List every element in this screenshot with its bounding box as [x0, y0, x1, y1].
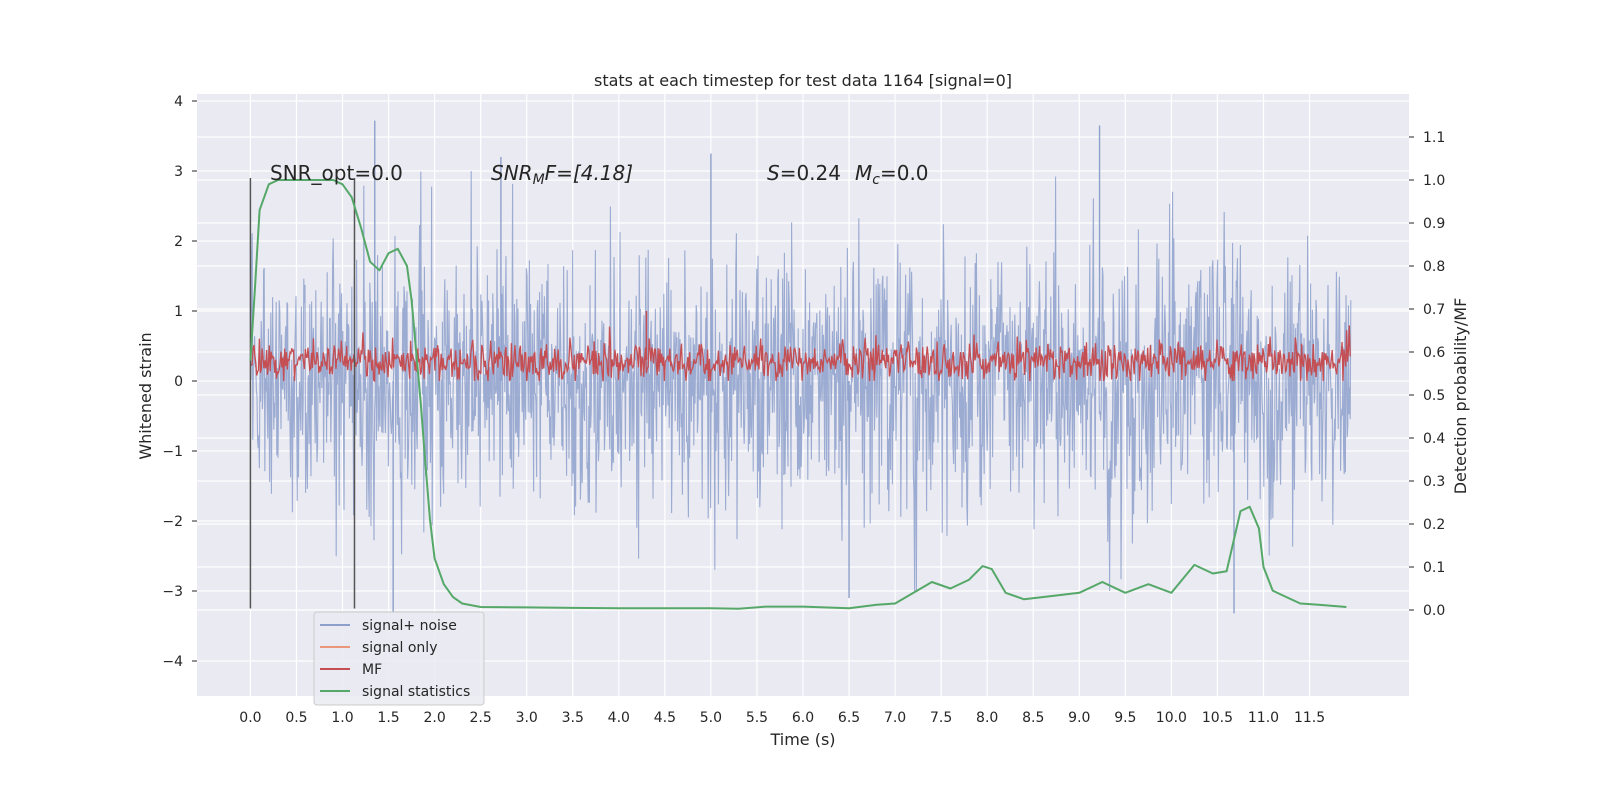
- s-symbol: S: [767, 161, 780, 185]
- x-tick-label: 1.0: [331, 710, 353, 726]
- y-right-tick-label: 0.8: [1423, 259, 1445, 275]
- x-tick-label: 8.0: [976, 710, 998, 726]
- signal-statistics-line: [249, 179, 1347, 610]
- x-tick-label: 6.0: [792, 710, 814, 726]
- x-tick-label: 5.0: [700, 710, 722, 726]
- y-left-tick-label: 4: [174, 94, 183, 110]
- y-left-tick-label: 3: [174, 164, 183, 180]
- y-right-tick-label: 0.3: [1423, 474, 1445, 490]
- y-right-tick-label: 0.5: [1423, 388, 1445, 404]
- y-axis-right-label: Detection probability/MF: [1451, 298, 1470, 495]
- annotation-snr-opt: SNR_opt=0.0: [270, 161, 403, 185]
- y-right-tick-label: 0.1: [1423, 560, 1445, 576]
- x-tick-label: 10.5: [1202, 710, 1233, 726]
- y-right-tick-label: 1.1: [1423, 130, 1445, 146]
- x-tick-label: 10.0: [1156, 710, 1187, 726]
- y-axis-left-ticks: −4 −3 −2 −1 0 1 2 3 4: [162, 94, 197, 670]
- x-tick-label: 3.0: [516, 710, 538, 726]
- mc-value: =0.0: [880, 161, 929, 185]
- legend-label-signal-only: signal only: [362, 640, 437, 656]
- x-tick-label: 9.5: [1114, 710, 1136, 726]
- y-right-tick-label: 0.6: [1423, 345, 1445, 361]
- x-tick-label: 11.0: [1248, 710, 1279, 726]
- x-tick-label: 0.0: [239, 710, 261, 726]
- x-tick-label: 2.0: [423, 710, 445, 726]
- x-tick-label: 9.0: [1068, 710, 1090, 726]
- mc-sub: c: [872, 172, 880, 188]
- y-axis-left-label: Whitened strain: [136, 332, 155, 459]
- x-tick-label: 2.5: [470, 710, 492, 726]
- x-axis-ticks: 0.0 0.5 1.0 1.5 2.0 2.5 3.0 3.5 4.0 4.5 5.0 5.5 6.0 6…: [239, 710, 1325, 726]
- y-right-tick-label: 0.9: [1423, 216, 1445, 232]
- y-left-tick-label: 1: [174, 304, 183, 320]
- y-right-tick-label: 0.7: [1423, 302, 1445, 318]
- annotation-s-mc: S=0.24 Mc=0.0: [767, 161, 929, 188]
- y-left-tick-label: 0: [174, 374, 183, 390]
- legend-label-signal-noise: signal+ noise: [362, 618, 457, 634]
- y-left-tick-label: 2: [174, 234, 183, 250]
- y-left-tick-label: −3: [162, 584, 183, 600]
- vertical-markers: [249, 178, 356, 609]
- legend-box: [313, 611, 485, 706]
- x-tick-label: 4.5: [654, 710, 676, 726]
- y-right-tick-label: 0.0: [1423, 603, 1445, 619]
- x-tick-label: 7.5: [930, 710, 952, 726]
- x-axis-label: Time (s): [769, 730, 835, 749]
- x-tick-label: 7.0: [884, 710, 906, 726]
- signal-statistics-trace: [249, 179, 1347, 610]
- y-left-tick-label: −4: [162, 654, 183, 670]
- x-tick-label: 11.5: [1294, 710, 1325, 726]
- snr-mf-rest: F=[4.18]: [545, 161, 633, 185]
- legend-label-mf: MF: [362, 662, 382, 678]
- s-value: =0.24: [780, 161, 841, 185]
- y-right-tick-label: 1.0: [1423, 173, 1445, 189]
- x-tick-label: 6.5: [838, 710, 860, 726]
- y-axis-right-ticks: 0.0 0.1 0.2 0.3 0.4 0.5 0.6 0.7 0.8 0.9 1.0 1.1: [1409, 130, 1445, 619]
- y-right-tick-label: 0.4: [1423, 431, 1445, 447]
- mf-line: [249, 325, 1351, 383]
- y-left-tick-label: −2: [162, 514, 183, 530]
- x-tick-label: 5.5: [746, 710, 768, 726]
- mf-trace: [249, 311, 1351, 383]
- chart-title: stats at each timestep for test data 116…: [594, 71, 1012, 90]
- x-tick-label: 0.5: [285, 710, 307, 726]
- snr-mf-base: SNR: [491, 161, 533, 185]
- x-tick-label: 3.5: [562, 710, 584, 726]
- y-right-tick-label: 0.2: [1423, 517, 1445, 533]
- x-tick-label: 8.5: [1022, 710, 1044, 726]
- legend-label-signal-statistics: signal statistics: [362, 684, 470, 700]
- x-tick-label: 1.5: [377, 710, 399, 726]
- legend: signal+ noise signal only MF signal stat…: [313, 611, 485, 706]
- annotation-snr-mf: SNRMF=[4.18]: [491, 161, 633, 188]
- mc-symbol: M: [855, 161, 872, 185]
- x-tick-label: 4.0: [608, 710, 630, 726]
- snr-mf-sub: M: [533, 172, 545, 188]
- y-left-tick-label: −1: [162, 444, 183, 460]
